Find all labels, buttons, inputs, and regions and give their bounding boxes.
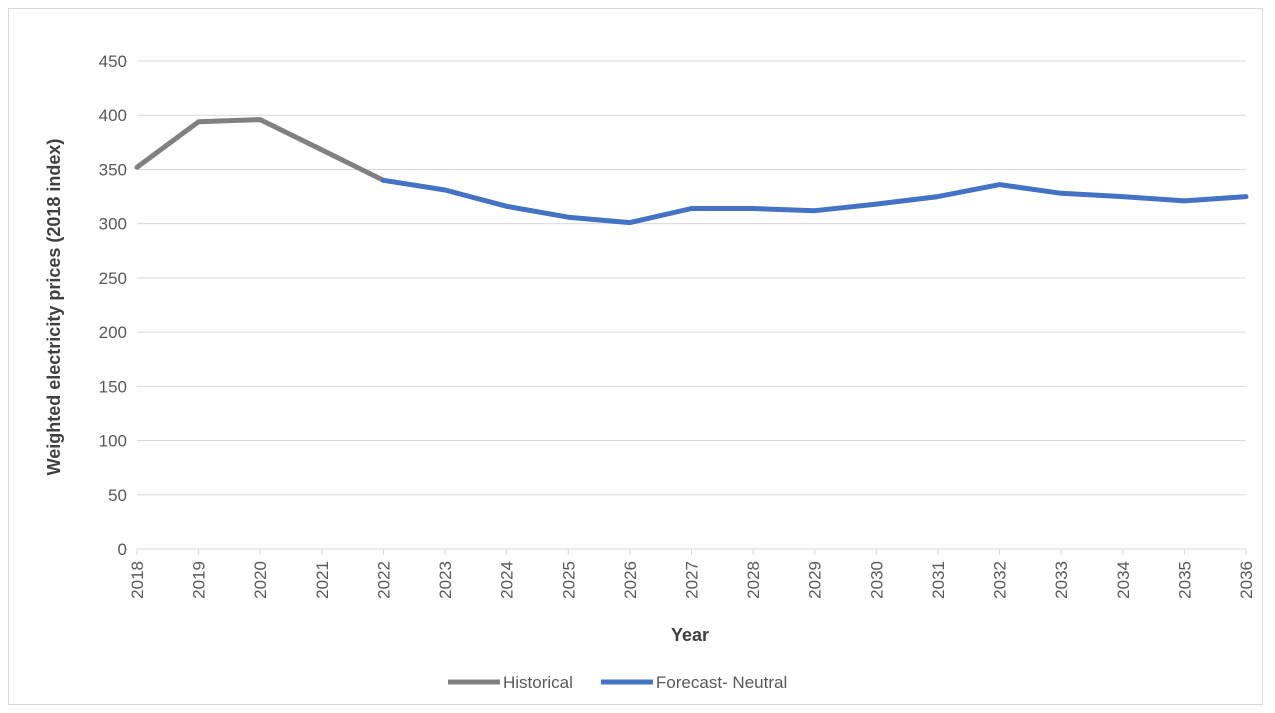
x-tick-label: 2028 [744, 561, 763, 599]
series-line-0 [134, 117, 386, 183]
x-tick-label: 2019 [190, 561, 209, 599]
y-tick-label: 300 [99, 215, 127, 234]
x-tick-label: 2022 [374, 561, 393, 599]
x-tick-label: 2018 [128, 561, 147, 599]
y-tick-label: 400 [99, 106, 127, 125]
series-line-1 [380, 177, 1249, 226]
y-tick-label: 0 [118, 540, 127, 559]
x-axis-ticks: 2018 2019 2020 2021 2022 2023 2024 2025 2026 2027… [128, 549, 1256, 599]
series-lines [134, 117, 1249, 226]
x-tick-label: 2034 [1114, 561, 1133, 599]
chart-frame [8, 8, 1263, 705]
legend-label-0: Historical [503, 673, 573, 692]
x-tick-label: 2031 [929, 561, 948, 599]
x-tick-label: 2029 [806, 561, 825, 599]
y-tick-label: 100 [99, 432, 127, 451]
x-tick-label: 2023 [436, 561, 455, 599]
y-tick-label: 450 [99, 52, 127, 71]
y-tick-label: 250 [99, 269, 127, 288]
gridlines [137, 60, 1246, 550]
x-tick-label: 2025 [559, 561, 578, 599]
x-tick-label: 2021 [313, 561, 332, 599]
y-tick-label: 350 [99, 160, 127, 179]
x-axis-title: Year [671, 625, 709, 645]
legend-label-1: Forecast- Neutral [656, 673, 787, 692]
legend: Historical Forecast- Neutral [448, 673, 787, 692]
x-tick-label: 2027 [683, 561, 702, 599]
y-tick-label: 200 [99, 323, 127, 342]
y-tick-label: 150 [99, 377, 127, 396]
x-tick-label: 2036 [1237, 561, 1256, 599]
x-tick-label: 2024 [498, 561, 517, 599]
x-tick-label: 2030 [867, 561, 886, 599]
x-tick-label: 2026 [621, 561, 640, 599]
x-tick-label: 2033 [1052, 561, 1071, 599]
x-tick-label: 2035 [1175, 561, 1194, 599]
y-tick-label: 50 [108, 486, 127, 505]
y-axis-title: Weighted electricity prices (2018 index) [44, 139, 64, 476]
x-tick-label: 2032 [991, 561, 1010, 599]
y-axis-ticks: 0 50 100 150 200 250 300 350 400 450 [99, 52, 127, 559]
x-tick-label: 2020 [251, 561, 270, 599]
